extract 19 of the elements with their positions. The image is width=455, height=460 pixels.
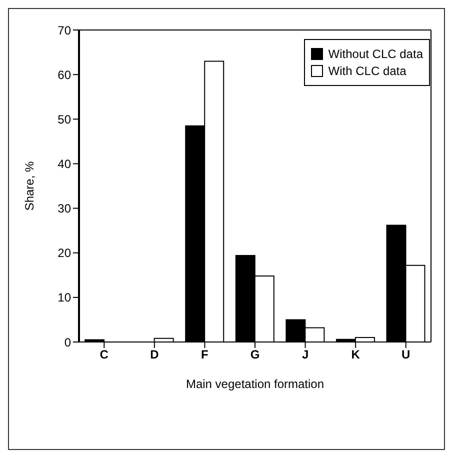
y-tick-label: 70 bbox=[58, 23, 72, 38]
legend-label: Without CLC data bbox=[328, 47, 423, 61]
y-tick-label: 40 bbox=[58, 156, 72, 171]
x-tick-label: D bbox=[150, 348, 160, 362]
x-tick-label: J bbox=[302, 348, 309, 362]
y-tick-label: 30 bbox=[58, 202, 72, 216]
y-tick-label: 50 bbox=[58, 112, 72, 126]
x-tick-label: C bbox=[100, 348, 109, 362]
y-tick-label: 60 bbox=[58, 68, 72, 82]
x-tick-label: G bbox=[250, 348, 260, 362]
y-tick-label: 20 bbox=[58, 246, 72, 260]
legend-label: With CLC data bbox=[328, 64, 406, 78]
x-tick-label: U bbox=[402, 348, 410, 362]
x-axis-title: Main vegetation formation bbox=[186, 377, 324, 391]
x-tick-label: F bbox=[201, 348, 208, 362]
y-axis-title: Share, % bbox=[22, 160, 36, 211]
x-tick-label: K bbox=[351, 348, 360, 362]
y-tick-label: 0 bbox=[64, 335, 72, 350]
y-tick-label: 10 bbox=[58, 290, 72, 305]
